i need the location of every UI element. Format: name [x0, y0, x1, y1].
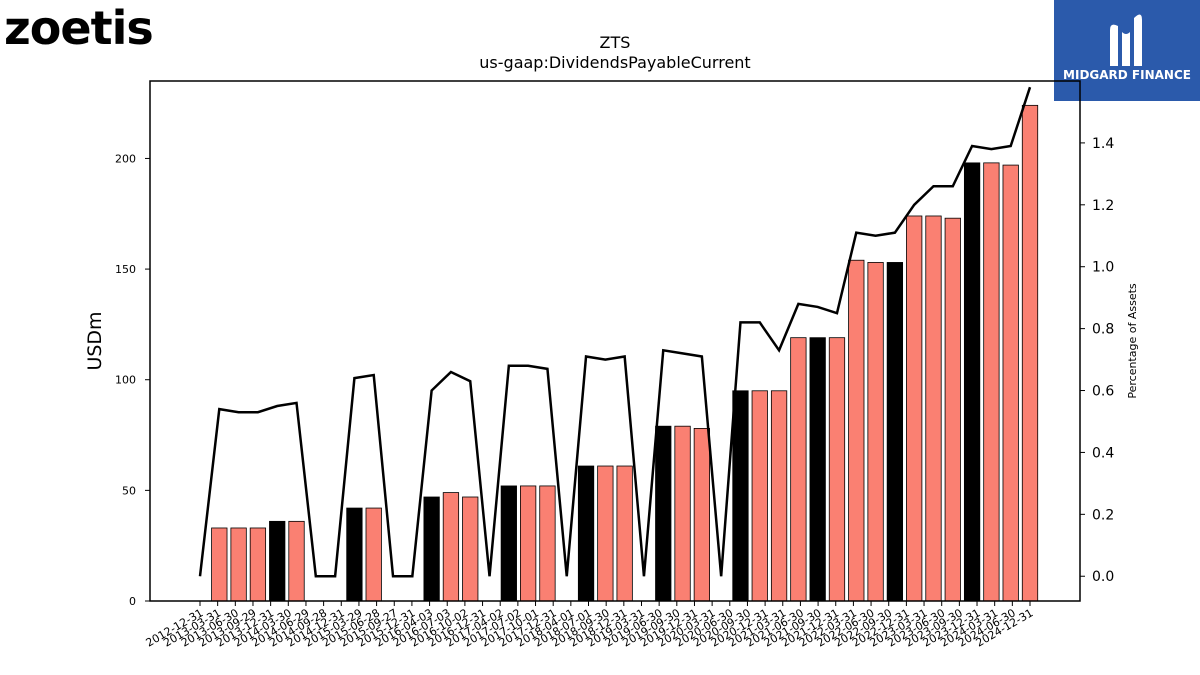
chart-title: ZTS: [600, 33, 631, 52]
bar: [230, 527, 247, 602]
bar: [983, 162, 1000, 602]
y2-tick-label: 1.0: [1092, 260, 1114, 276]
bar: [867, 262, 884, 602]
bar: [674, 425, 691, 602]
midgard-mark-icon: [1110, 14, 1142, 67]
y2-tick-label: 1.4: [1092, 136, 1114, 152]
y-tick-label: 150: [115, 263, 136, 276]
bar: [790, 337, 807, 602]
y2-axis-label: Percentage of Assets: [1126, 283, 1139, 399]
bar: [577, 465, 595, 602]
bar: [346, 507, 363, 602]
bar: [442, 492, 460, 602]
bar: [944, 217, 961, 602]
bar: [269, 520, 286, 602]
bar: [770, 390, 788, 602]
bar: [462, 496, 479, 602]
zoetis-logo: zoetis: [4, 1, 154, 55]
bar: [751, 390, 768, 602]
bar: [616, 465, 633, 602]
bar: [925, 215, 942, 602]
bar: [906, 215, 923, 602]
bar: [809, 337, 826, 602]
bar: [655, 425, 672, 602]
bar: [886, 262, 904, 602]
bar: [1021, 104, 1039, 602]
brand-name: MIDGARD FINANCE: [1063, 68, 1191, 82]
bar: [211, 527, 228, 602]
y-tick-label: 100: [115, 374, 136, 387]
bar: [500, 485, 517, 602]
bar: [539, 485, 556, 602]
bar: [423, 496, 440, 602]
bar: [963, 162, 981, 602]
chart-subtitle: us-gaap:DividendsPayableCurrent: [479, 53, 750, 72]
bar: [732, 390, 749, 602]
bar: [1002, 164, 1019, 602]
y2-tick-label: 1.2: [1092, 198, 1114, 214]
y2-tick-label: 0.2: [1092, 507, 1114, 523]
y-tick-label: 0: [129, 595, 136, 608]
bar: [597, 465, 614, 602]
bar: [828, 337, 846, 602]
y2-tick-label: 0.8: [1092, 322, 1114, 338]
plot-frame: [149, 80, 1081, 602]
y2-tick-label: 0.4: [1092, 445, 1114, 461]
bar: [249, 527, 267, 602]
midgard-finance-logo: MIDGARD FINANCE: [1054, 0, 1200, 101]
series-line: [198, 86, 1032, 578]
y-tick-label: 50: [122, 484, 136, 497]
bar: [365, 507, 382, 602]
bar: [848, 259, 865, 602]
y-tick-label: 200: [115, 152, 136, 165]
y2-tick-label: 0.0: [1092, 569, 1114, 585]
y2-tick-label: 0.6: [1092, 384, 1114, 400]
bar: [288, 520, 305, 602]
bar: [520, 485, 537, 602]
y-axis-label: USDm: [84, 311, 106, 370]
bar: [693, 428, 710, 602]
